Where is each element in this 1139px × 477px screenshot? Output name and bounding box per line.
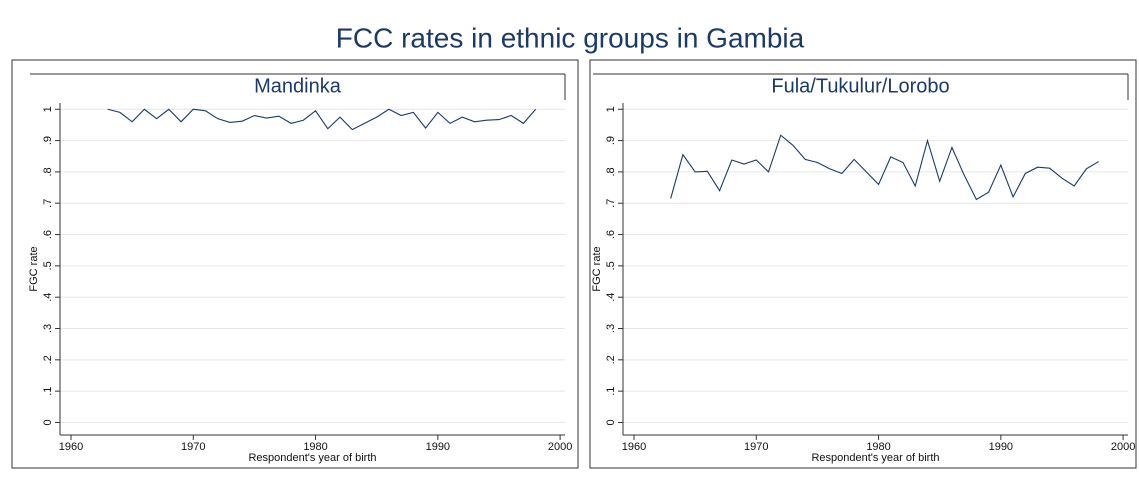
y-tick-label: .2 xyxy=(42,355,54,364)
y-tick-label: 0 xyxy=(42,419,54,425)
x-tick-label: 1970 xyxy=(181,441,205,453)
y-tick-label: .8 xyxy=(42,167,54,176)
y-tick-label: .1 xyxy=(42,387,54,396)
x-tick-label: 1960 xyxy=(59,441,83,453)
x-tick-label: 1980 xyxy=(303,441,327,453)
data-line xyxy=(670,134,1099,201)
y-tick-label: .3 xyxy=(605,324,617,333)
x-axis-label: Respondent's year of birth xyxy=(811,452,939,464)
x-tick-label: 2000 xyxy=(1111,441,1135,453)
x-tick-label: 1960 xyxy=(622,441,646,453)
y-tick-label: .2 xyxy=(605,355,617,364)
data-line xyxy=(107,108,537,131)
y-tick-label: 1 xyxy=(605,106,617,112)
y-tick-label: .6 xyxy=(605,230,617,239)
y-tick-label: .4 xyxy=(605,293,617,302)
x-tick-label: 1970 xyxy=(744,441,768,453)
y-tick-label: 1 xyxy=(42,106,54,112)
panel-title: Fula/Tukulur/Lorobo xyxy=(771,75,949,97)
y-tick-label: .8 xyxy=(605,167,617,176)
x-tick-label: 2000 xyxy=(548,441,572,453)
y-axis-label: FGC rate xyxy=(28,246,40,291)
y-tick-label: .5 xyxy=(42,261,54,270)
y-tick-label: 0 xyxy=(605,419,617,425)
x-tick-label: 1980 xyxy=(866,441,890,453)
y-tick-label: .9 xyxy=(605,136,617,145)
y-tick-label: .4 xyxy=(42,293,54,302)
figure-title: FCC rates in ethnic groups in Gambia xyxy=(336,22,805,53)
y-tick-label: .5 xyxy=(605,261,617,270)
y-tick-label: .7 xyxy=(605,199,617,208)
x-tick-label: 1990 xyxy=(989,441,1013,453)
y-tick-label: .7 xyxy=(42,199,54,208)
y-tick-label: .6 xyxy=(42,230,54,239)
panel-border xyxy=(11,59,579,469)
y-tick-label: .1 xyxy=(605,387,617,396)
panel-border xyxy=(589,59,1137,469)
y-tick-label: .9 xyxy=(42,136,54,145)
y-axis-label: FGC rate xyxy=(591,246,603,291)
panel-title: Mandinka xyxy=(254,75,342,97)
y-tick-label: .3 xyxy=(42,324,54,333)
x-axis-label: Respondent's year of birth xyxy=(248,452,376,464)
x-tick-label: 1990 xyxy=(426,441,450,453)
